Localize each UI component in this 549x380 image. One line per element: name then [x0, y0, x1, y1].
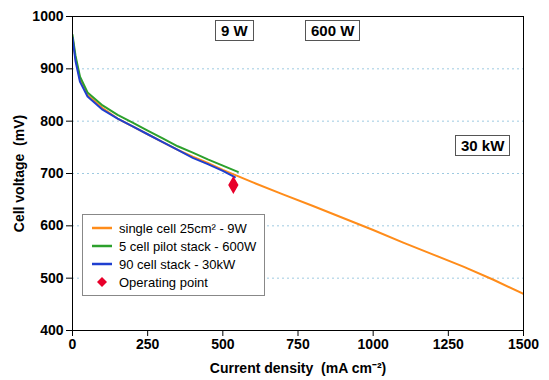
- html-text:5 cell pilot stack - 600W: 5 cell pilot stack - 600W: [119, 238, 257, 254]
- svg-text:800: 800: [40, 113, 64, 129]
- svg-text:1000: 1000: [358, 336, 389, 352]
- svg-text:1250: 1250: [433, 336, 464, 352]
- html-text:9 W: 9 W: [221, 22, 248, 39]
- svg-text:1500: 1500: [508, 336, 539, 352]
- svg-text:0: 0: [69, 336, 77, 352]
- svg-text:400: 400: [40, 322, 64, 338]
- svg-text:900: 900: [40, 60, 64, 76]
- html-text:30 kW: 30 kW: [461, 137, 505, 154]
- html-text:Operating point: Operating point: [119, 274, 208, 290]
- svg-text:600: 600: [40, 217, 64, 233]
- svg-text:500: 500: [40, 270, 64, 286]
- svg-text:Cell voltage (mV): Cell voltage (mV): [11, 115, 27, 232]
- svg-text:750: 750: [286, 336, 310, 352]
- svg-text:500: 500: [211, 336, 235, 352]
- html-text:single cell 25cm² - 9W: single cell 25cm² - 9W: [119, 220, 247, 236]
- html-text:600 W: 600 W: [311, 22, 355, 39]
- svg-text:250: 250: [136, 336, 160, 352]
- svg-text:Current density (mA cm⁻²): Current density (mA cm⁻²): [210, 360, 386, 376]
- html-text:90 cell stack - 30kW: 90 cell stack - 30kW: [119, 256, 236, 272]
- svg-text:1000: 1000: [32, 8, 63, 24]
- svg-text:700: 700: [40, 165, 64, 181]
